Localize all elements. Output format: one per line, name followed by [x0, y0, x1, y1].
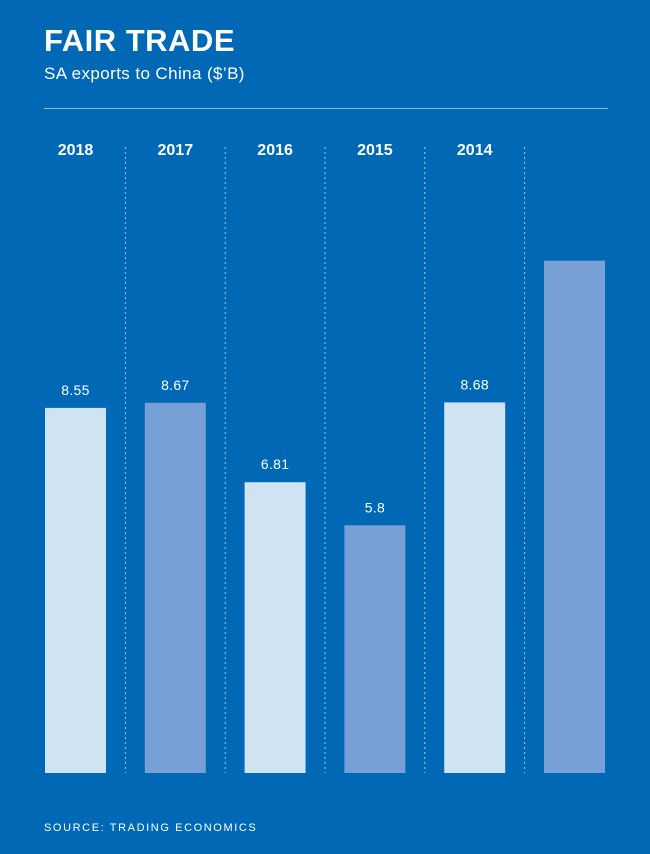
- year-label: 2018: [58, 142, 94, 159]
- value-label: 6.81: [261, 456, 289, 472]
- bar-2014: [444, 402, 506, 773]
- bar-unlabeled: [544, 260, 605, 774]
- value-label: 8.67: [161, 377, 189, 393]
- value-label: 5.8: [365, 499, 385, 515]
- chart-subtitle: SA exports to China ($’B): [44, 64, 245, 83]
- bar-2016: [244, 482, 306, 773]
- year-label: 2014: [457, 142, 493, 159]
- year-label: 2015: [357, 142, 393, 159]
- bar-2018: [45, 407, 106, 773]
- title-divider: [44, 108, 608, 109]
- bar-2017: [144, 402, 206, 773]
- value-label: 8.68: [460, 376, 488, 392]
- source-note: SOURCE: TRADING ECONOMICS: [44, 822, 258, 834]
- bar-2015: [344, 525, 406, 773]
- chart-title: FAIR TRADE: [44, 23, 235, 58]
- year-label: 2016: [257, 142, 293, 159]
- value-label: 8.55: [61, 382, 89, 398]
- year-label: 2017: [158, 142, 194, 159]
